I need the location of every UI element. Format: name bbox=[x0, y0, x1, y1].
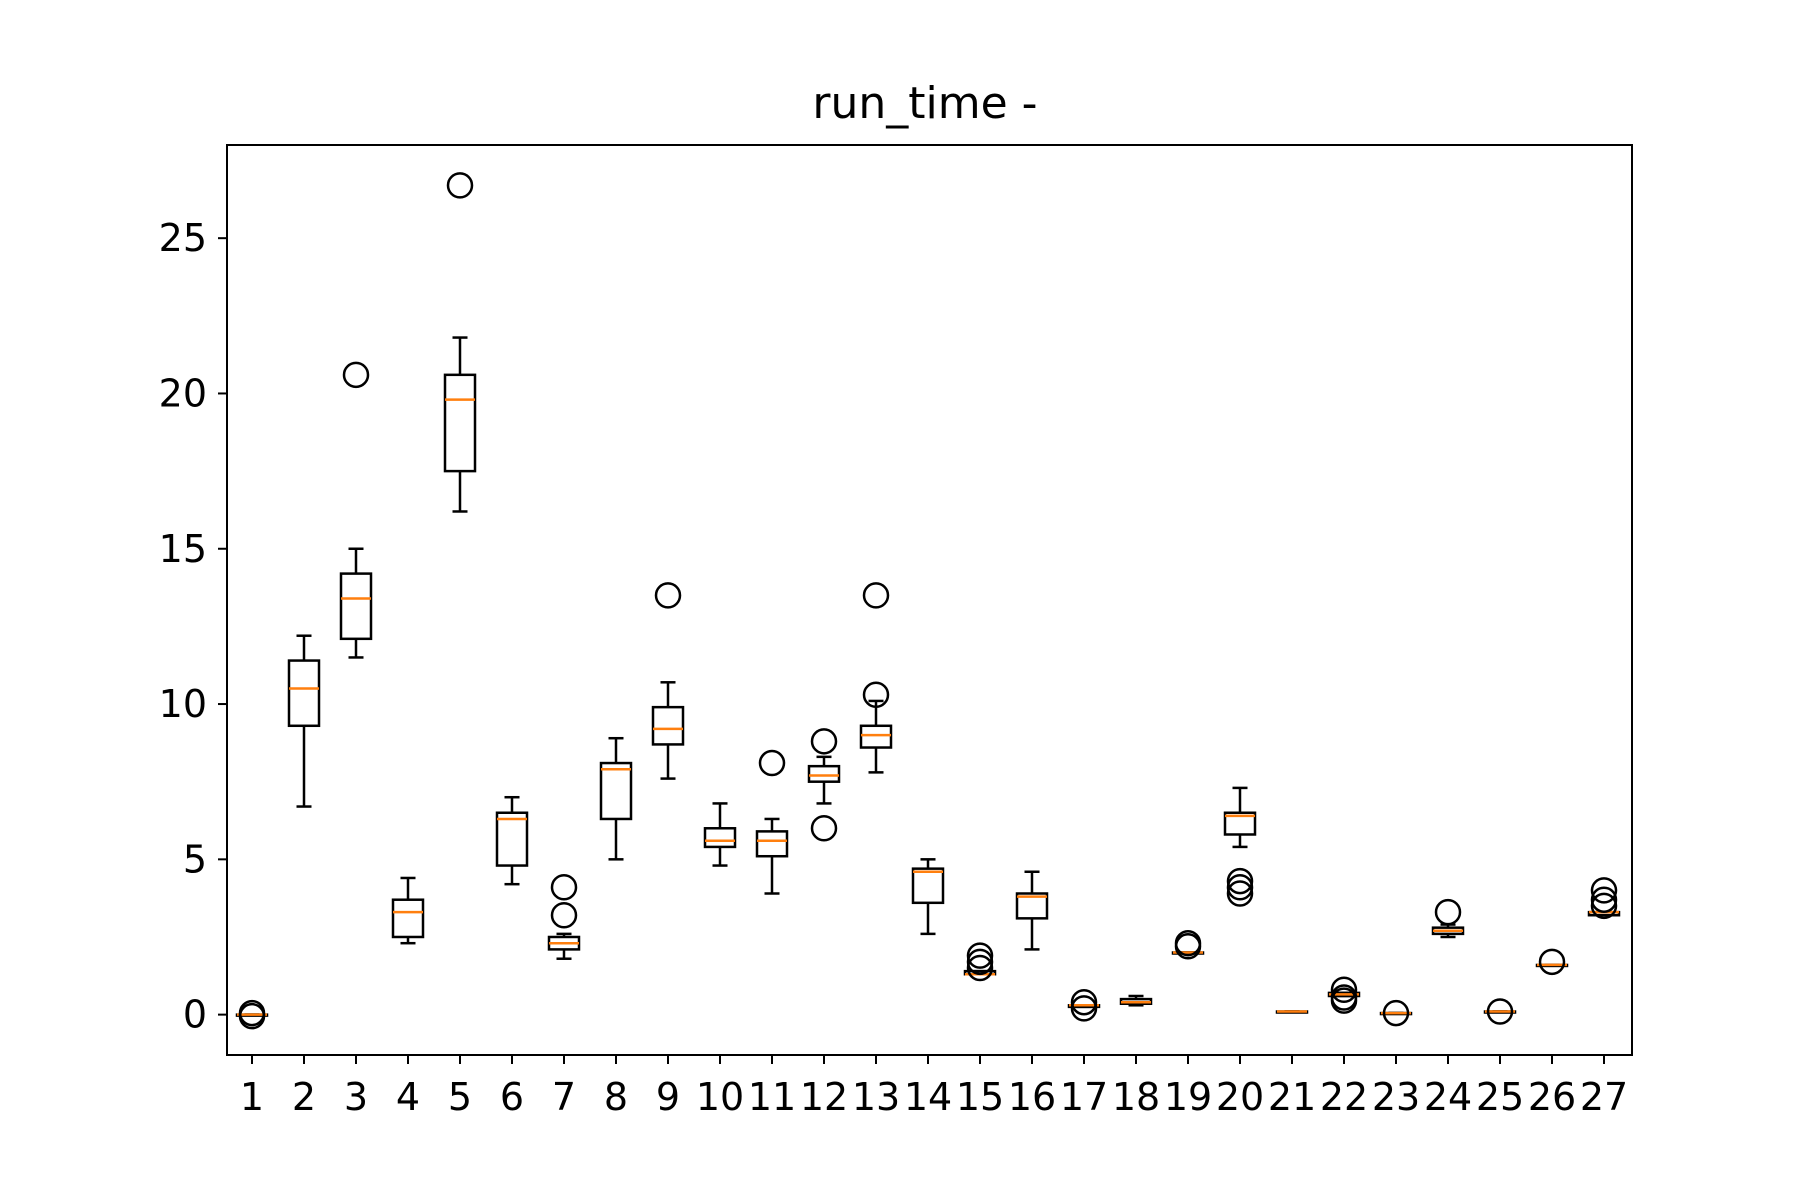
x-tick-label: 27 bbox=[1580, 1075, 1628, 1119]
x-tick-label: 13 bbox=[852, 1075, 900, 1119]
outlier-point bbox=[1070, 988, 1098, 1016]
outlier-point bbox=[550, 874, 578, 901]
outlier-point bbox=[966, 954, 994, 982]
x-tick-label: 26 bbox=[1528, 1075, 1576, 1119]
outlier-point bbox=[758, 749, 786, 777]
outlier-point bbox=[1330, 984, 1358, 1011]
axes-frame bbox=[226, 144, 1633, 1056]
outlier-point bbox=[1538, 948, 1566, 976]
outlier-point bbox=[862, 582, 890, 609]
x-tick-label: 21 bbox=[1268, 1075, 1316, 1119]
iqr-box bbox=[599, 761, 633, 821]
iqr-box bbox=[1015, 892, 1049, 920]
y-tick-label: 5 bbox=[183, 837, 207, 881]
iqr-box bbox=[443, 373, 477, 473]
x-tick-label: 15 bbox=[956, 1075, 1004, 1119]
x-tick-label: 12 bbox=[800, 1075, 848, 1119]
outlier-point bbox=[550, 901, 578, 929]
outlier-point bbox=[1434, 898, 1462, 926]
outlier-point bbox=[1174, 929, 1202, 957]
outlier-point bbox=[1590, 886, 1618, 913]
x-tick-label: 17 bbox=[1060, 1075, 1108, 1119]
outlier-point bbox=[1070, 995, 1098, 1022]
x-tick-label: 2 bbox=[292, 1075, 316, 1119]
outlier-point bbox=[1590, 892, 1618, 920]
x-tick-label: 16 bbox=[1008, 1075, 1056, 1119]
iqr-box bbox=[807, 764, 841, 783]
outlier-point bbox=[1590, 877, 1618, 904]
x-tick-label: 9 bbox=[656, 1075, 680, 1119]
outlier-point bbox=[1226, 867, 1254, 895]
outlier-point bbox=[1226, 880, 1254, 907]
outlier-point bbox=[1330, 976, 1358, 1004]
outlier-point bbox=[810, 815, 838, 842]
x-tick-label: 18 bbox=[1112, 1075, 1160, 1119]
iqr-box bbox=[287, 659, 321, 728]
x-tick-label: 1 bbox=[240, 1075, 264, 1119]
iqr-box bbox=[391, 898, 425, 939]
outlier-point bbox=[862, 681, 890, 708]
outlier-point bbox=[238, 1002, 266, 1030]
x-tick-label: 4 bbox=[396, 1075, 420, 1119]
iqr-box bbox=[703, 827, 737, 849]
outlier-point bbox=[966, 942, 994, 969]
outlier-point bbox=[446, 172, 474, 199]
iqr-box bbox=[495, 811, 529, 867]
outlier-point bbox=[654, 582, 682, 609]
x-tick-label: 10 bbox=[696, 1075, 744, 1119]
iqr-box bbox=[755, 830, 789, 858]
iqr-box bbox=[859, 724, 893, 749]
outlier-point bbox=[1226, 874, 1254, 901]
x-tick-label: 14 bbox=[904, 1075, 952, 1119]
outlier-point bbox=[1382, 999, 1410, 1027]
x-tick-label: 6 bbox=[500, 1075, 524, 1119]
iqr-box bbox=[911, 867, 945, 905]
iqr-box bbox=[1223, 811, 1257, 836]
x-tick-label: 20 bbox=[1216, 1075, 1264, 1119]
outlier-point bbox=[810, 728, 838, 755]
x-tick-label: 19 bbox=[1164, 1075, 1212, 1119]
x-tick-label: 23 bbox=[1372, 1075, 1420, 1119]
x-tick-label: 11 bbox=[748, 1075, 796, 1119]
y-tick-label: 10 bbox=[159, 682, 207, 726]
x-tick-label: 8 bbox=[604, 1075, 628, 1119]
y-tick-label: 0 bbox=[183, 993, 207, 1037]
iqr-box bbox=[651, 705, 685, 746]
x-tick-label: 3 bbox=[344, 1075, 368, 1119]
y-tick-label: 15 bbox=[159, 527, 207, 571]
x-tick-label: 5 bbox=[448, 1075, 472, 1119]
outlier-point bbox=[966, 948, 994, 976]
iqr-box bbox=[339, 572, 373, 641]
x-tick-label: 22 bbox=[1320, 1075, 1368, 1119]
outlier-point bbox=[342, 361, 370, 389]
x-tick-label: 25 bbox=[1476, 1075, 1524, 1119]
y-tick-label: 20 bbox=[159, 371, 207, 415]
chart-title: run_time - bbox=[812, 78, 1037, 129]
outlier-point bbox=[1486, 998, 1514, 1025]
y-tick-label: 25 bbox=[159, 216, 207, 260]
x-tick-label: 7 bbox=[552, 1075, 576, 1119]
x-tick-label: 24 bbox=[1424, 1075, 1472, 1119]
